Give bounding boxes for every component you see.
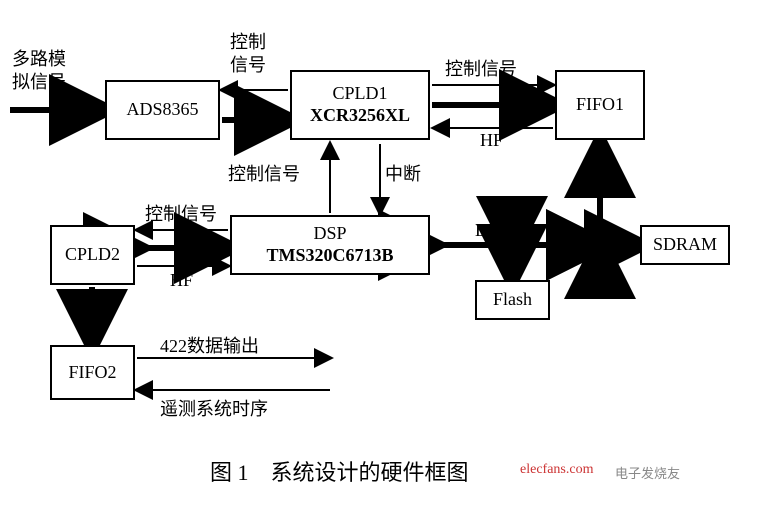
cpld2-label: CPLD2 [65,244,120,266]
cpld1-line2: XCR3256XL [310,105,410,127]
figure-caption: 图 1 系统设计的硬件框图 [210,455,469,487]
dsp-line1: DSP [313,223,346,245]
sdram-label: SDRAM [653,234,717,256]
label-422-output: 422数据输出 [160,332,259,358]
block-dsp: DSP TMS320C6713B [230,215,430,275]
label-hf-fifo1: HF [480,130,503,151]
block-cpld2: CPLD2 [50,225,135,285]
label-telemetry: 遥测系统时序 [160,395,268,421]
label-emif: EMIF [475,220,518,241]
fifo1-label: FIFO1 [576,94,624,116]
label-interrupt: 中断 [385,160,421,186]
flash-label: Flash [493,289,532,311]
label-multi-analog-2: 拟信号 [12,68,66,94]
block-flash: Flash [475,280,550,320]
fifo2-label: FIFO2 [68,362,116,384]
block-sdram: SDRAM [640,225,730,265]
block-cpld1: CPLD1 XCR3256XL [290,70,430,140]
label-ctrl-fifo1: 控制信号 [445,55,517,81]
block-ads8365-label: ADS8365 [126,99,198,121]
label-ctrl-ads-2: 信号 [230,51,266,77]
watermark-cn: 电子发烧友 [615,463,680,482]
cpld1-line1: CPLD1 [332,83,387,105]
label-hf-cpld2: HF [170,270,193,291]
label-ctrl-cpld2: 控制信号 [145,200,217,226]
label-ctrl-dsp-cpld1: 控制信号 [228,160,300,186]
block-ads8365: ADS8365 [105,80,220,140]
block-fifo1: FIFO1 [555,70,645,140]
block-fifo2: FIFO2 [50,345,135,400]
watermark-elecfans: elecfans.com [520,462,593,478]
dsp-line2: TMS320C6713B [266,245,393,267]
